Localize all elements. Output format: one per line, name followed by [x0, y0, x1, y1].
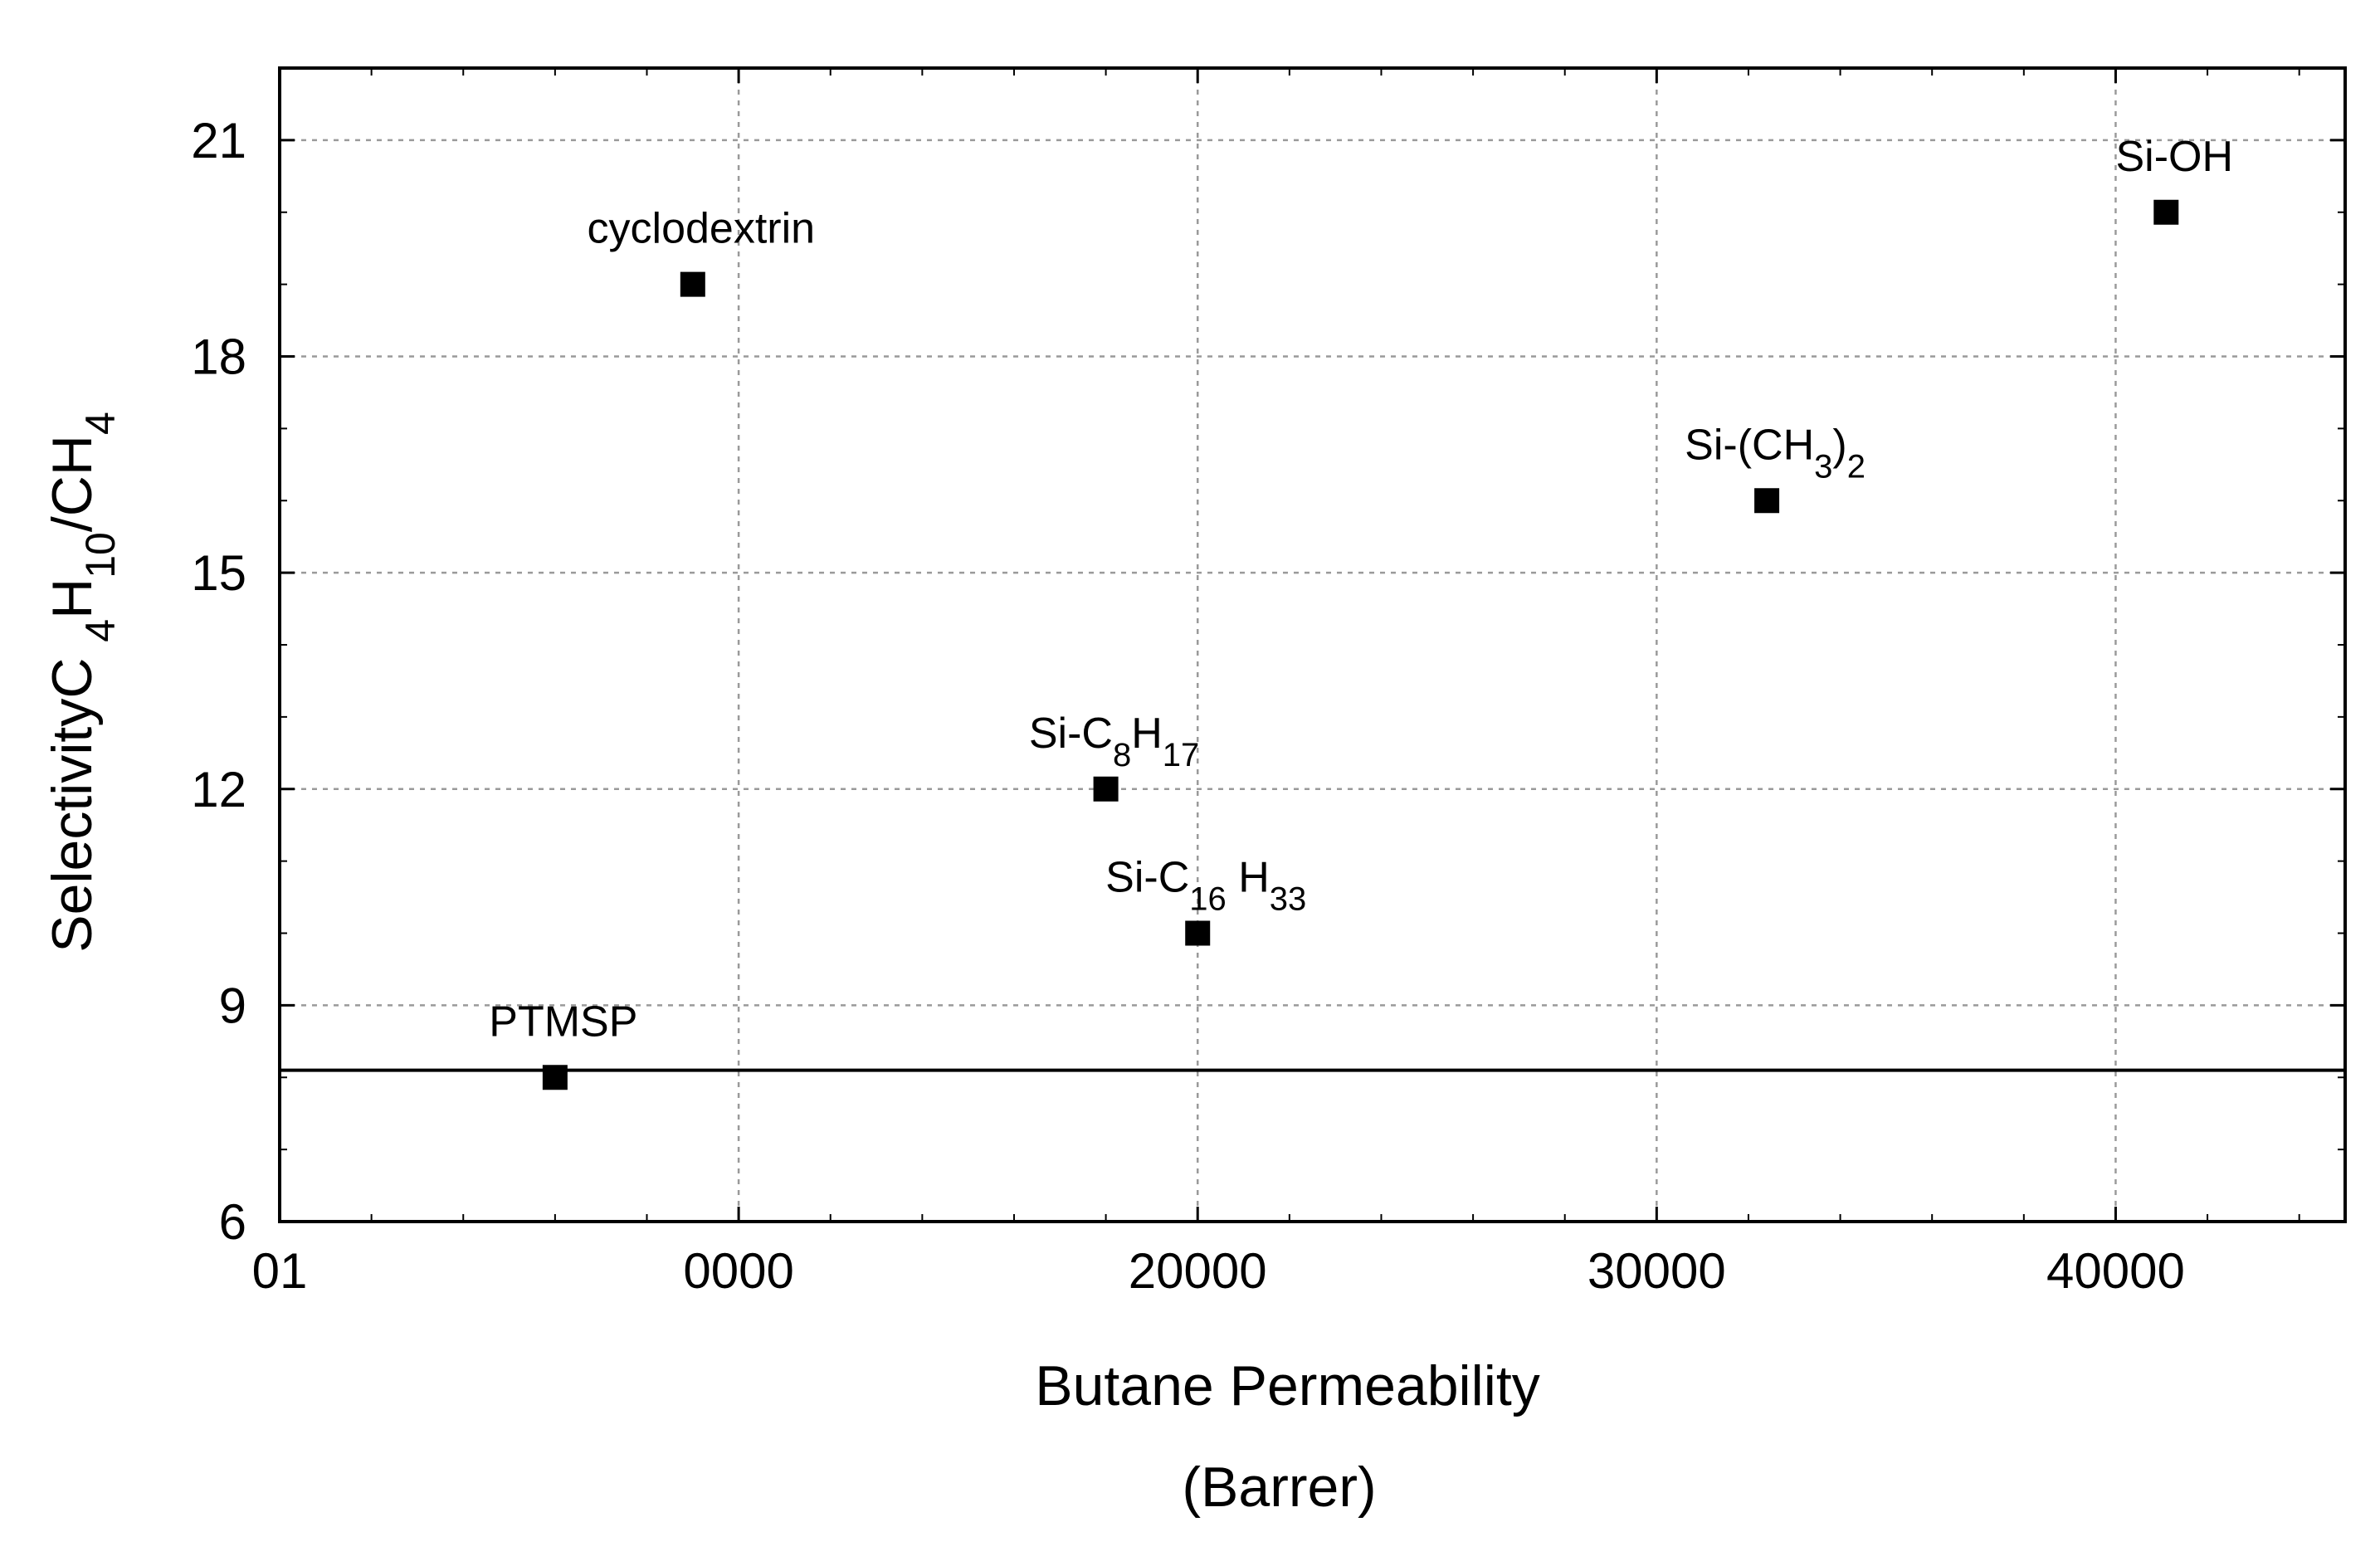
x-tick-label: 01 [252, 1243, 308, 1299]
data-point [1754, 488, 1780, 514]
y-tick-label: 18 [191, 329, 246, 385]
data-point [1093, 776, 1119, 802]
y-tick-label: 6 [219, 1194, 246, 1250]
point-label: Si-(CH3)2 [1685, 421, 1865, 485]
y-tick-labels: 6 9 12 15 18 21 [191, 113, 246, 1250]
y-tick-label: 21 [191, 113, 246, 168]
y-axis-title: SelectivityC 4H10/CH4 [41, 412, 124, 953]
data-point [680, 271, 705, 297]
point-label: Si-C16 H33 [1105, 854, 1306, 918]
x-tick-label: 40000 [2046, 1243, 2185, 1299]
point-label: Si-OH [2116, 133, 2234, 181]
y-tick-label: 12 [191, 762, 246, 817]
point-label: cyclodextrin [588, 205, 816, 253]
x-axis-unit: (Barrer) [1182, 1456, 1376, 1519]
x-axis-title: Butane Permeability [1035, 1354, 1540, 1417]
plot-frame [278, 66, 2347, 1223]
grid-lines [280, 68, 2345, 1222]
point-label: Si-C8H17 [1029, 710, 1199, 773]
data-point [542, 1065, 568, 1090]
data-point [2153, 199, 2179, 225]
y-tick-label: 9 [219, 978, 246, 1033]
data-points [542, 199, 2179, 1090]
point-label: PTMSP [489, 998, 637, 1046]
y-tick-label: 15 [191, 545, 246, 601]
x-tick-labels: 01 0000 20000 30000 40000 [252, 1243, 2185, 1299]
data-point [1185, 920, 1211, 946]
x-tick-label: 20000 [1129, 1243, 1267, 1299]
x-tick-label: 0000 [683, 1243, 793, 1299]
point-labels: PTMSP cyclodextrin Si-C8H17 Si-C16 H33 Si-(C… [489, 133, 2233, 1046]
x-tick-label: 30000 [1587, 1243, 1726, 1299]
